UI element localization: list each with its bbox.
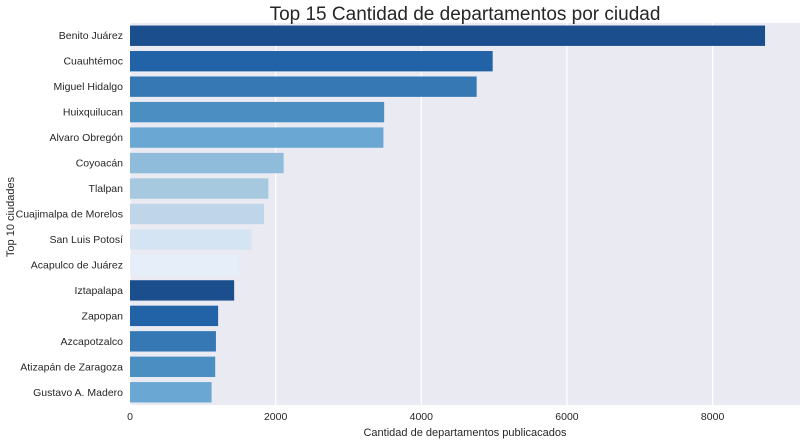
y-tick-label: Iztapalapa — [75, 285, 124, 297]
x-tick-label: 0 — [127, 411, 133, 423]
y-tick-label: Benito Juárez — [59, 30, 123, 42]
y-tick-label: Azcapotzalco — [61, 336, 124, 348]
x-axis-label: Cantidad de departamentos publicacados — [363, 427, 567, 439]
x-tick-label: 4000 — [410, 411, 434, 423]
bar — [130, 331, 216, 352]
bars — [130, 25, 766, 403]
chart-title: Top 15 Cantidad de departamentos por ciu… — [270, 4, 661, 25]
bar — [130, 76, 477, 97]
y-tick-label: Miguel Hidalgo — [54, 81, 124, 93]
y-tick-label: Acapulco de Juárez — [31, 259, 123, 271]
bar — [130, 356, 216, 377]
y-tick-label: San Luis Potosí — [49, 234, 123, 246]
y-tick-label: Gustavo A. Madero — [33, 387, 123, 399]
bar — [130, 280, 235, 301]
y-tick-label: Alvaro Obregón — [49, 132, 123, 144]
bar — [130, 229, 252, 250]
x-tick-label: 6000 — [555, 411, 579, 423]
bar — [130, 152, 284, 174]
x-tick-label: 8000 — [701, 411, 725, 423]
y-tick-label: Tlalpan — [89, 183, 124, 195]
y-axis-label: Top 10 ciudades — [5, 176, 17, 257]
x-tick-labels: 0 2000 4000 6000 8000 — [127, 411, 724, 423]
y-tick-label: Huixquilucan — [63, 107, 123, 119]
bar — [130, 382, 212, 403]
bar — [130, 305, 219, 327]
bar — [130, 178, 269, 199]
bar — [130, 25, 766, 46]
y-tick-label: Coyoacán — [76, 158, 123, 170]
y-tick-label: Cuajimalpa de Morelos — [16, 209, 123, 221]
bar — [130, 254, 240, 276]
bar — [130, 51, 493, 72]
y-tick-label: Atizapán de Zaragoza — [20, 361, 123, 373]
y-tick-labels: Benito Juárez Cuauhtémoc Miguel Hidalgo Hui… — [16, 30, 124, 399]
bar — [130, 127, 384, 148]
bar — [130, 101, 385, 123]
y-tick-label: Cuauhtémoc — [63, 56, 123, 68]
y-tick-label: Zapopan — [82, 310, 124, 322]
x-tick-label: 2000 — [264, 411, 288, 423]
bar — [130, 203, 264, 225]
